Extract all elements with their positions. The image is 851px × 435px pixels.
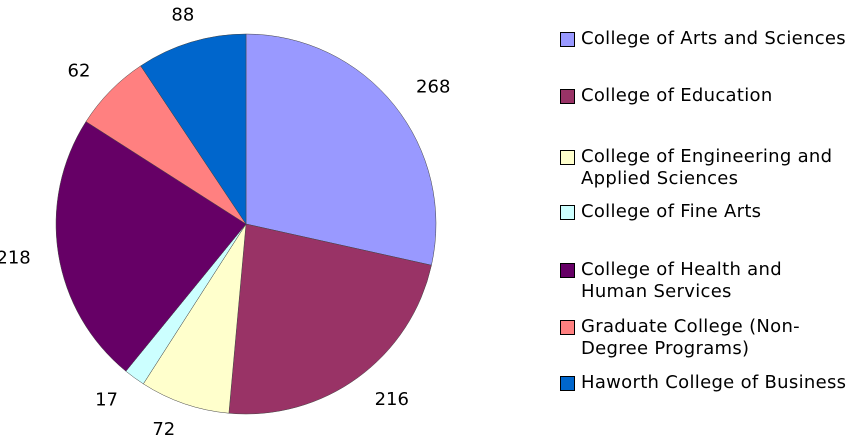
legend-swatch (560, 89, 575, 104)
legend-item: Graduate College (Non-Degree Programs) (560, 316, 850, 360)
data-label: 216 (375, 389, 409, 410)
legend-item: College of Arts and Sciences (560, 28, 850, 50)
pie-slice (245, 33, 437, 266)
legend-swatch (560, 376, 575, 391)
legend-label: College of Engineering and Applied Scien… (581, 146, 833, 189)
legend-label: College of Arts and Sciences (581, 28, 846, 49)
legend-label: Graduate College (Non-Degree Programs) (581, 316, 800, 359)
data-label: 62 (68, 60, 91, 81)
legend-item: College of Fine Arts (560, 201, 850, 223)
legend-label: College of Education (581, 85, 773, 106)
data-label: 268 (416, 77, 450, 98)
data-label: 72 (152, 419, 175, 435)
legend-swatch (560, 205, 575, 220)
legend-swatch (560, 320, 575, 335)
pie-slice (228, 223, 432, 415)
pie-slice (140, 33, 247, 225)
legend-item: College of Engineering and Applied Scien… (560, 146, 850, 190)
data-label: 17 (95, 389, 118, 410)
pie-slice (55, 121, 247, 372)
data-label: 88 (171, 4, 194, 25)
legend-swatch (560, 150, 575, 165)
legend-swatch (560, 32, 575, 47)
legend-label: College of Fine Arts (581, 201, 762, 222)
data-label: 218 (0, 247, 31, 268)
legend-item: Haworth College of Business (560, 372, 850, 394)
legend-item: College of Health and Human Services (560, 259, 850, 303)
legend-item: College of Education (560, 85, 850, 107)
legend-swatch (560, 263, 575, 278)
legend-label: Haworth College of Business (581, 372, 847, 393)
legend-label: College of Health and Human Services (581, 259, 782, 302)
